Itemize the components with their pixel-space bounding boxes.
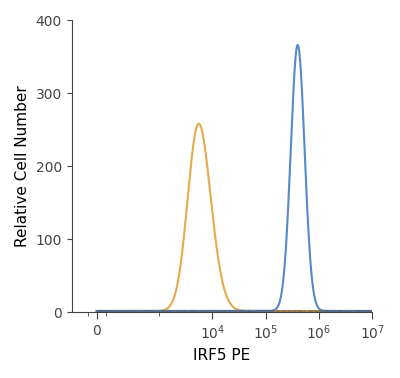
Y-axis label: Relative Cell Number: Relative Cell Number [15,85,30,247]
X-axis label: IRF5 PE: IRF5 PE [194,348,251,363]
